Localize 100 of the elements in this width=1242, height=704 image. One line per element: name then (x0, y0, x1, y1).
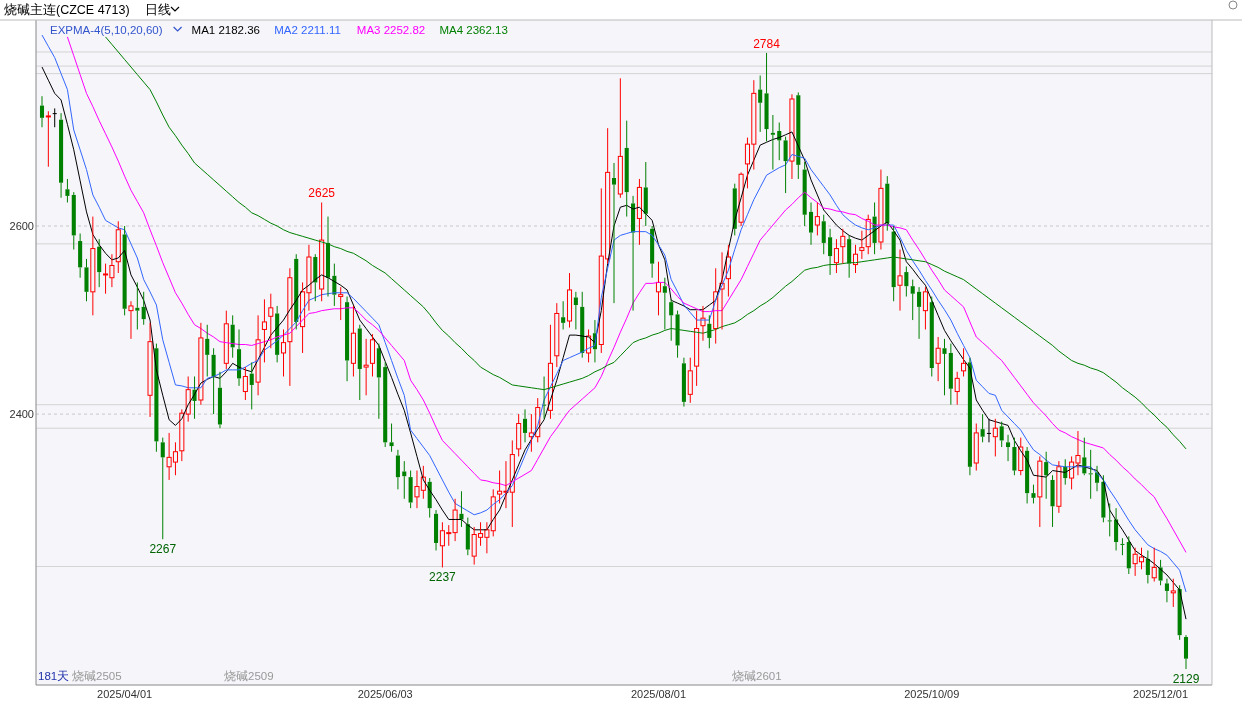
candlestick (669, 298, 674, 342)
candlestick (1183, 634, 1189, 670)
candlestick (643, 161, 648, 227)
candlestick (128, 300, 134, 340)
candlestick (84, 258, 89, 302)
candlestick (694, 310, 700, 387)
candlestick (205, 324, 210, 377)
candlestick (345, 296, 350, 382)
candlestick (1044, 451, 1049, 500)
annotation: 181天 (38, 670, 70, 682)
candlestick (1120, 537, 1125, 556)
candlestick (402, 460, 407, 500)
candlestick (573, 291, 578, 330)
x-tick-label: 2025/10/09 (904, 688, 960, 700)
candlestick (713, 267, 719, 345)
candlestick (992, 418, 998, 457)
candlestick (852, 244, 859, 274)
x-tick-label: 2025/08/01 (630, 688, 687, 700)
candlestick (631, 195, 636, 312)
chart-subtitle: 日线 (145, 3, 171, 17)
candlestick (725, 244, 731, 298)
annotation: 2237 (429, 570, 457, 585)
candlestick (1006, 434, 1011, 462)
candlestick (687, 357, 693, 404)
candlestick (547, 324, 553, 420)
candlestick (847, 234, 852, 279)
candlestick (1056, 460, 1062, 514)
candlestick (764, 52, 769, 142)
annotation: 2784 (753, 36, 781, 51)
candlestick (878, 169, 884, 250)
candlestick (1114, 507, 1119, 551)
candlestick (45, 110, 51, 168)
candlestick (255, 314, 261, 396)
candlestick (71, 191, 76, 250)
candlestick (554, 302, 560, 368)
candlestick (389, 423, 394, 453)
candlestick (242, 366, 248, 401)
candlestick (1126, 535, 1131, 575)
annotation: 烧碱2509 (224, 670, 274, 682)
candlestick (230, 314, 235, 359)
x-tick-label: 2025/06/03 (357, 688, 413, 700)
candlestick (357, 324, 362, 401)
candlestick (1170, 578, 1176, 608)
candlestick (808, 201, 814, 246)
candlestick (636, 178, 642, 246)
candlestick (287, 267, 293, 387)
candlestick (198, 322, 204, 406)
candlestick (580, 291, 585, 359)
candlestick (655, 261, 662, 316)
candlestick (1145, 550, 1150, 584)
candlestick (338, 286, 344, 321)
candlestick (363, 338, 369, 396)
candlestick (1164, 578, 1169, 603)
candlestick (935, 336, 941, 382)
candlestick (223, 310, 229, 370)
candlestick (738, 171, 744, 227)
x-tick-label: 2025/04/01 (97, 688, 153, 700)
annotation: 2625 (308, 186, 336, 201)
x-tick-label: 2025/12/01 (1133, 688, 1189, 700)
candlestick (249, 361, 254, 410)
candlestick (459, 490, 464, 528)
candlestick (39, 95, 45, 128)
candlestick (973, 423, 979, 472)
candlestick (617, 77, 623, 199)
candlestick (828, 228, 833, 276)
candlestick (796, 91, 801, 180)
chart-title: 烧碱主连(CZCE 4713) (4, 2, 130, 17)
candlestick (97, 238, 102, 288)
line-series (105, 36, 1187, 450)
candlestick (147, 322, 153, 418)
candlestick (369, 333, 376, 377)
candlestick (662, 277, 667, 330)
candlestick (814, 201, 820, 236)
candlestick (566, 272, 573, 329)
candlestick (802, 161, 807, 227)
candlestick (942, 338, 947, 396)
candlestick (280, 328, 287, 377)
annotation: 2129 (1172, 672, 1200, 687)
candlestick (1037, 455, 1043, 528)
candlestick (522, 408, 528, 443)
candlestick (624, 120, 629, 218)
candlestick (115, 220, 121, 274)
text: MA4 2362.13 (439, 24, 508, 36)
candlestick (395, 449, 400, 490)
candlestick (885, 175, 890, 232)
y-tick-label: 2600 (9, 219, 34, 232)
annotation: 烧碱2505 (72, 670, 122, 682)
candlestick (758, 75, 763, 133)
candlestick (1088, 449, 1093, 500)
candlestick (611, 162, 617, 304)
annotation: 烧碱2601 (732, 670, 782, 682)
candlestick (1151, 547, 1157, 583)
candlestick (78, 233, 83, 279)
candlestick (770, 114, 775, 171)
candlestick (135, 281, 140, 330)
candlestick (897, 249, 903, 312)
candlestick (59, 112, 64, 199)
candlestick (948, 343, 953, 406)
candlestick (319, 201, 325, 302)
candlestick (859, 230, 865, 260)
